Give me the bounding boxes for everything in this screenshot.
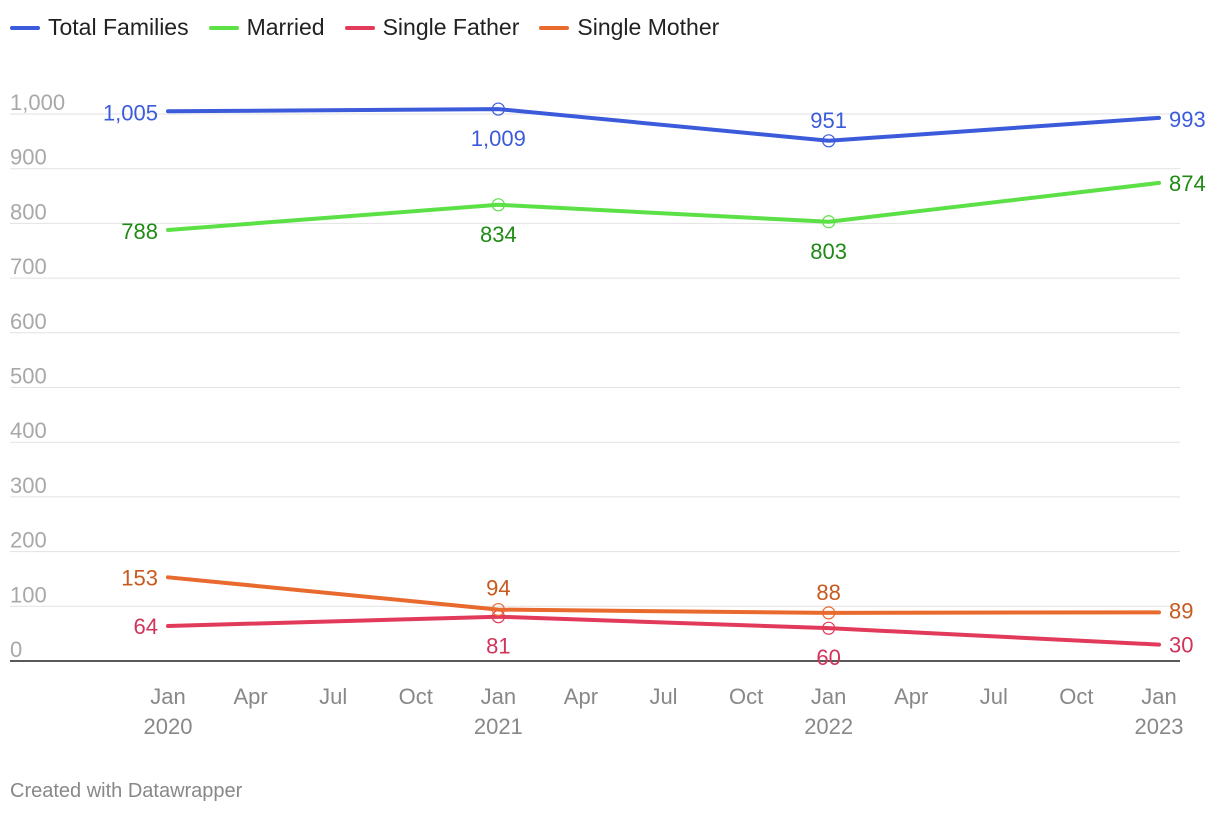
data-label-single-mother: 94	[486, 576, 510, 601]
y-tick-label: 500	[10, 364, 47, 389]
series-line-married	[166, 180, 1161, 232]
x-tick-label-year: 2023	[1135, 714, 1184, 739]
x-tick-label-month: Jul	[319, 684, 347, 709]
x-tick-label-month: Jan	[811, 684, 846, 709]
y-tick-label: 1,000	[10, 90, 65, 115]
legend-label-total-families: Total Families	[48, 14, 189, 40]
legend-swatch-single-father	[344, 25, 375, 30]
x-tick-label-month: Jan	[150, 684, 185, 709]
x-tick-label-month: Jan	[481, 684, 516, 709]
line-chart: 0 100 200 300 400 500 600 700 800 900 1,000 Jan 2020…	[10, 90, 1206, 739]
legend-swatch-total-families	[10, 25, 40, 30]
x-tick-label-month: Oct	[1059, 684, 1093, 709]
y-tick-label: 800	[10, 199, 47, 224]
data-point-marker-single-father	[822, 621, 836, 635]
legend-item-total-families: Total Families	[10, 14, 189, 41]
data-point-marker-married	[491, 198, 505, 212]
x-tick-label-month: Apr	[894, 684, 928, 709]
y-tick-label: 300	[10, 473, 47, 498]
data-point-marker-married	[822, 215, 836, 229]
data-label-single-mother: 89	[1169, 598, 1193, 623]
legend-swatch-single-mother	[539, 25, 570, 30]
data-label-married: 874	[1169, 171, 1206, 196]
x-tick-label-month: Jan	[1141, 684, 1176, 709]
series-line-total-families	[166, 107, 1161, 143]
x-tick-label-month: Jul	[980, 684, 1008, 709]
legend-item-married: Married	[208, 14, 325, 41]
y-tick-label: 200	[10, 528, 47, 553]
x-tick-label-month: Oct	[399, 684, 433, 709]
data-label-single-father: 30	[1169, 633, 1193, 658]
data-label-single-father: 64	[134, 614, 158, 639]
x-tick-label-month: Apr	[233, 684, 267, 709]
y-tick-label: 700	[10, 254, 47, 279]
data-label-single-mother: 88	[816, 580, 840, 605]
chart-legend: Total Families Married Single Father Sin…	[10, 14, 719, 41]
data-label-single-father: 60	[816, 645, 840, 670]
legend-label-single-mother: Single Mother	[577, 14, 720, 40]
data-point-marker-single-mother	[822, 606, 836, 620]
series-line-single-father	[166, 614, 1161, 647]
legend-label-single-father: Single Father	[382, 14, 520, 40]
data-label-married: 803	[810, 239, 847, 264]
data-label-total-families: 1,005	[103, 100, 158, 125]
x-tick-label-year: 2022	[804, 714, 853, 739]
legend-swatch-married	[208, 25, 239, 30]
data-point-marker-total-families	[822, 134, 836, 148]
data-point-marker-total-families	[491, 102, 505, 116]
footer-credit: Created with Datawrapper	[10, 780, 243, 802]
data-label-single-father: 81	[486, 634, 510, 659]
data-label-married: 788	[121, 219, 158, 244]
data-label-married: 834	[480, 222, 517, 247]
y-tick-label: 100	[10, 582, 47, 607]
x-tick-label-month: Apr	[564, 684, 598, 709]
data-point-marker-single-mother	[491, 602, 505, 617]
x-tick-label-month: Jul	[649, 684, 677, 709]
series-line-single-mother	[166, 575, 1161, 615]
x-tick-label-month: Oct	[729, 684, 763, 709]
legend-label-married: Married	[246, 14, 325, 40]
data-label-single-mother: 153	[121, 565, 158, 590]
y-tick-label: 900	[10, 145, 47, 170]
data-label-total-families: 993	[1169, 107, 1206, 132]
y-tick-label: 0	[10, 637, 22, 662]
x-tick-label-year: 2021	[474, 714, 523, 739]
data-label-total-families: 951	[810, 108, 847, 133]
legend-item-single-mother: Single Mother	[539, 14, 719, 41]
x-tick-label-year: 2020	[144, 714, 193, 739]
y-tick-label: 400	[10, 418, 47, 443]
data-label-total-families: 1,009	[471, 126, 526, 151]
legend-item-single-father: Single Father	[344, 14, 520, 41]
y-tick-label: 600	[10, 309, 47, 334]
